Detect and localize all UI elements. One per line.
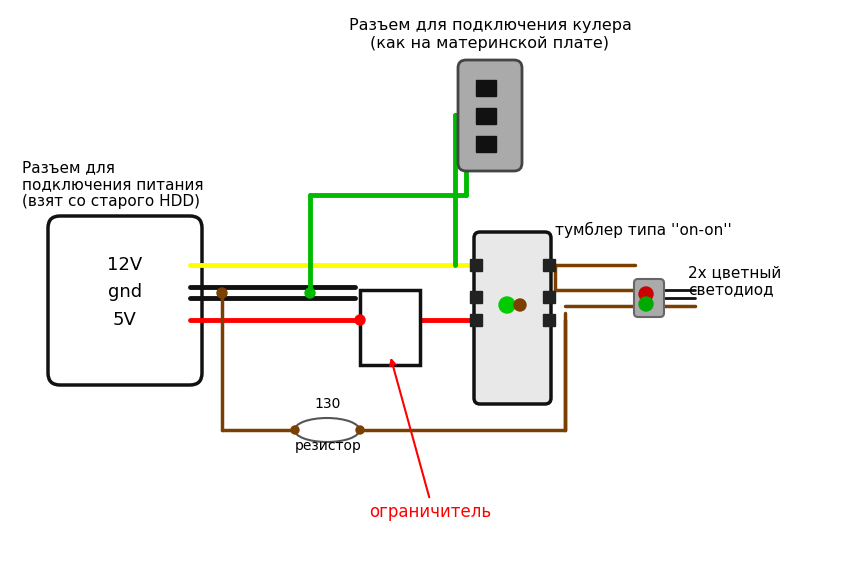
Bar (476, 108, 496, 124)
Text: gnd: gnd (108, 283, 142, 301)
Circle shape (356, 426, 364, 434)
Bar (476, 80, 496, 96)
Circle shape (639, 287, 653, 301)
Bar (470, 259, 482, 271)
FancyBboxPatch shape (48, 216, 202, 385)
Text: резистор: резистор (295, 439, 361, 453)
Circle shape (291, 426, 299, 434)
Ellipse shape (295, 418, 360, 442)
Circle shape (305, 288, 315, 298)
Text: тумблер типа ''on-on'': тумблер типа ''on-on'' (555, 222, 732, 238)
Circle shape (639, 297, 653, 311)
Bar (360, 290, 420, 365)
Circle shape (499, 297, 515, 313)
Bar (476, 136, 496, 152)
Text: (как на материнской плате): (как на материнской плате) (371, 36, 609, 51)
Circle shape (514, 299, 526, 311)
Circle shape (217, 288, 227, 298)
Bar (543, 291, 555, 303)
Circle shape (355, 315, 365, 325)
Text: 2х цветный
светодиод: 2х цветный светодиод (688, 265, 781, 298)
Bar (470, 291, 482, 303)
Text: Разъем для: Разъем для (22, 160, 115, 175)
Bar (543, 314, 555, 326)
Bar (470, 314, 482, 326)
Text: подключения питания: подключения питания (22, 177, 204, 192)
Text: Разъем для подключения кулера: Разъем для подключения кулера (348, 18, 631, 33)
Text: 12V: 12V (107, 256, 142, 274)
Text: ограничитель: ограничитель (369, 503, 491, 521)
Text: 130: 130 (314, 397, 341, 411)
FancyBboxPatch shape (458, 60, 522, 171)
Text: 5V: 5V (113, 311, 137, 329)
Text: (взят со старого HDD): (взят со старого HDD) (22, 194, 200, 209)
FancyBboxPatch shape (634, 279, 664, 317)
FancyBboxPatch shape (474, 232, 551, 404)
Bar (543, 259, 555, 271)
